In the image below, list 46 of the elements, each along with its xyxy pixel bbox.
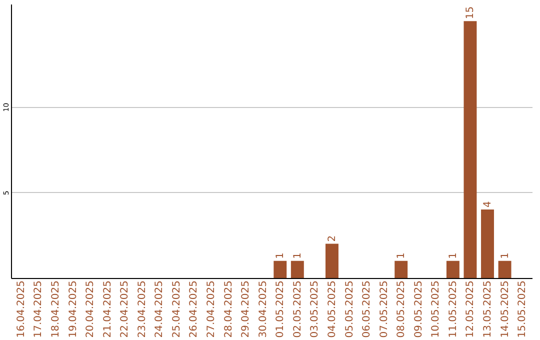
bar bbox=[446, 260, 460, 278]
x-tick-label: 11.05.2025 bbox=[448, 280, 459, 338]
x-tick-label: 10.05.2025 bbox=[430, 280, 442, 338]
bar bbox=[326, 244, 338, 278]
x-tick-label: 04.05.2025 bbox=[326, 280, 338, 338]
x-tick-label: 13.05.2025 bbox=[482, 280, 494, 338]
bar bbox=[481, 210, 494, 278]
x-tick-label: 19.04.2025 bbox=[68, 280, 79, 338]
x-tick-label: 26.04.2025 bbox=[188, 280, 200, 338]
x-tick-label: 18.04.2025 bbox=[50, 280, 62, 338]
data-label: 4 bbox=[482, 201, 494, 208]
x-tick-label: 30.04.2025 bbox=[258, 280, 269, 338]
x-tick-label: 28.04.2025 bbox=[223, 280, 234, 338]
x-tick-label: 14.05.2025 bbox=[500, 280, 511, 338]
bar bbox=[498, 260, 512, 278]
data-label: 2 bbox=[326, 235, 338, 242]
x-tick-label: 29.04.2025 bbox=[240, 280, 252, 338]
data-label: 1 bbox=[500, 252, 511, 259]
data-label: 1 bbox=[396, 252, 408, 259]
x-tick-label: 22.04.2025 bbox=[120, 280, 131, 338]
x-tick-label: 02.05.2025 bbox=[292, 280, 304, 338]
x-tick-label: 09.05.2025 bbox=[413, 280, 424, 338]
x-tick-label: 20.04.2025 bbox=[85, 280, 96, 338]
x-tick-label: 03.05.2025 bbox=[310, 280, 321, 338]
x-tick-label: 06.05.2025 bbox=[362, 280, 373, 338]
x-tick-label: 17.04.2025 bbox=[33, 280, 44, 338]
x-tick-label: 25.04.2025 bbox=[171, 280, 182, 338]
x-tick-label: 08.05.2025 bbox=[396, 280, 408, 338]
data-label: 1 bbox=[275, 252, 286, 259]
data-label: 15 bbox=[465, 6, 476, 20]
bar bbox=[394, 260, 408, 278]
x-tick-label: 07.05.2025 bbox=[378, 280, 390, 338]
x-tick-label: 23.04.2025 bbox=[136, 280, 148, 338]
x-tick-label: 21.04.2025 bbox=[102, 280, 114, 338]
x-tick-label: 27.04.2025 bbox=[206, 280, 218, 338]
x-tick-label: 16.04.2025 bbox=[16, 280, 27, 338]
x-tick-label: 12.05.2025 bbox=[465, 280, 476, 338]
x-tick-label: 15.05.2025 bbox=[517, 280, 528, 338]
x-tick-label: 01.05.2025 bbox=[275, 280, 286, 338]
data-label: 1 bbox=[292, 252, 304, 259]
bar bbox=[274, 260, 287, 278]
bar bbox=[464, 21, 477, 278]
data-label: 1 bbox=[448, 252, 459, 259]
x-tick-label: 05.05.2025 bbox=[344, 280, 356, 338]
bar bbox=[290, 260, 304, 278]
x-tick-label: 24.04.2025 bbox=[154, 280, 166, 338]
